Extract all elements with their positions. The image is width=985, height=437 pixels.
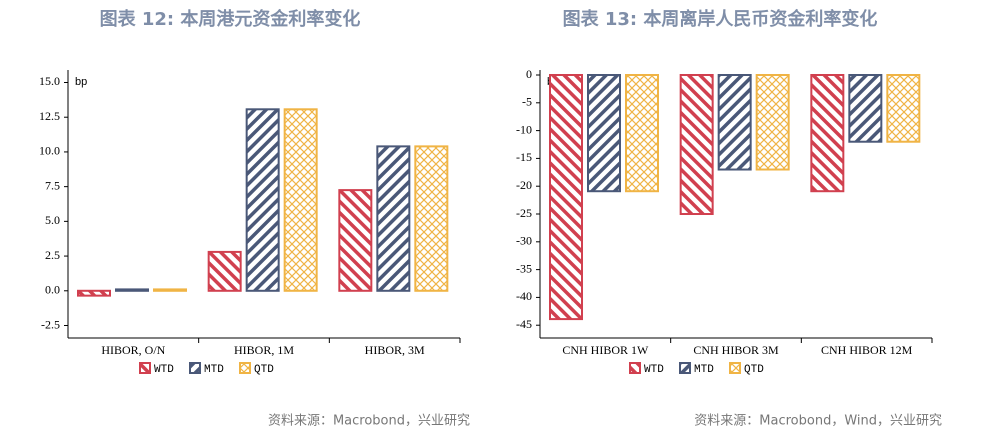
x-tick-label: CNH HIBOR 1W — [562, 343, 649, 357]
y-tick-label: 12.5 — [39, 109, 60, 123]
legend-label: QTD — [254, 364, 274, 376]
bar — [245, 108, 280, 292]
y-tick-label: -10 — [516, 122, 532, 136]
bar — [886, 74, 921, 143]
bar — [810, 74, 845, 193]
bar — [283, 108, 318, 292]
legend-swatch — [629, 362, 641, 374]
chart-title: 图表 12: 本周港元资金利率变化 — [100, 8, 361, 30]
y-tick-label: -20 — [516, 178, 532, 192]
bar — [717, 74, 752, 171]
y-tick-label: 7.5 — [45, 178, 60, 192]
y-tick-label: 2.5 — [45, 248, 60, 262]
legend-label: MTD — [694, 364, 714, 376]
y-tick-label: -5 — [522, 95, 532, 109]
y-tick-label: -2.5 — [41, 317, 60, 331]
y-tick-label: 15.0 — [39, 74, 60, 88]
legend-swatch — [239, 362, 251, 374]
y-tick-label: 0.0 — [45, 283, 60, 297]
legend-label: QTD — [744, 364, 764, 376]
bar — [625, 74, 659, 193]
bar — [587, 74, 621, 193]
legend-swatch — [679, 362, 691, 374]
bar — [549, 74, 583, 321]
bar — [679, 74, 714, 216]
bar — [207, 250, 242, 292]
bar — [848, 74, 883, 143]
y-tick-label: 0 — [526, 67, 532, 81]
chart: 图表 12: 本周港元资金利率变化 bp -2.5 0.0 2.5 5.0 7.5 10.0 1… — [39, 8, 470, 429]
x-tick-label: CNH HIBOR 3M — [693, 343, 779, 357]
chart: 图表 13: 本周离岸人民币资金利率变化bp0-5-10-15-20-25-30… — [516, 8, 942, 429]
legend-swatch — [189, 362, 201, 374]
bar — [414, 145, 449, 292]
legend-swatch — [729, 362, 741, 374]
legend-swatch — [139, 362, 151, 374]
y-tick-label: -40 — [516, 289, 532, 303]
y-tick-label: -35 — [516, 261, 532, 275]
y-tick-label: -25 — [516, 206, 532, 220]
bar — [115, 288, 149, 292]
bar — [77, 289, 111, 297]
bar — [755, 74, 790, 171]
x-tick-label: HIBOR, 3M — [365, 343, 425, 357]
bar — [153, 288, 187, 292]
source-note: 资料来源：Macrobond，兴业研究 — [268, 414, 470, 429]
x-tick-label: HIBOR, O/N — [101, 343, 165, 357]
bar — [376, 145, 411, 292]
y-tick-label: -45 — [516, 317, 532, 331]
y-unit: bp — [75, 76, 87, 88]
legend-label: MTD — [204, 364, 224, 376]
y-tick-label: 10.0 — [39, 144, 60, 158]
source-note: 资料来源：Macrobond，Wind，兴业研究 — [694, 414, 942, 429]
bar — [338, 189, 373, 292]
legend-label: WTD — [154, 364, 174, 376]
chart-title: 图表 13: 本周离岸人民币资金利率变化 — [563, 8, 878, 30]
y-tick-label: -30 — [516, 234, 532, 248]
x-tick-label: CNH HIBOR 12M — [821, 343, 913, 357]
y-tick-label: 5.0 — [45, 213, 60, 227]
legend-label: WTD — [644, 364, 664, 376]
y-tick-label: -15 — [516, 150, 532, 164]
x-tick-label: HIBOR, 1M — [234, 343, 294, 357]
